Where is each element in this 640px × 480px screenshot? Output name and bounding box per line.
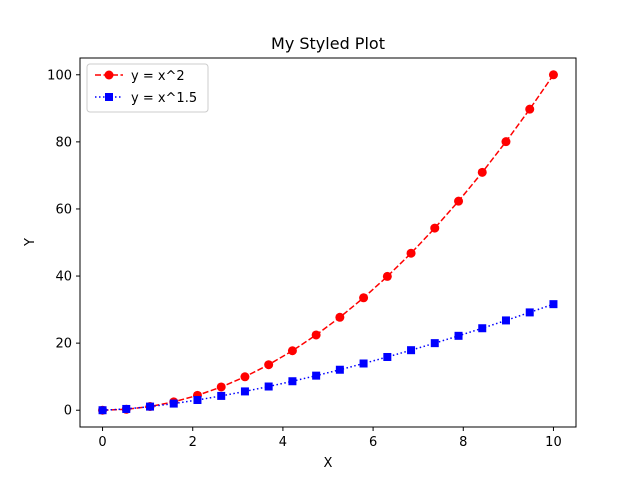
data-point-series-1 [359,293,369,303]
data-point-series-1 [430,223,440,233]
y-axis-label: Y [23,238,38,247]
data-point-series-2 [122,404,131,413]
data-point-series-1 [335,312,345,322]
data-point-series-2 [312,371,321,380]
data-point-series-2 [501,316,510,325]
data-point-series-2 [288,377,297,386]
data-point-series-1 [311,330,321,340]
y-tick-label: 40 [55,270,72,285]
x-tick-label: 10 [545,435,562,450]
legend-label-series-2: y = x^1.5 [131,91,197,106]
data-point-series-2 [525,308,534,317]
series-line-1 [102,74,555,411]
data-point-series-2 [335,365,344,374]
x-axis-label: X [324,456,333,471]
data-point-series-2 [264,382,273,391]
data-point-series-2 [430,339,439,348]
legend-marker-series-1 [104,70,114,80]
data-point-series-2 [240,387,249,396]
x-tick-label: 2 [189,435,197,450]
data-point-series-1 [216,382,226,392]
data-point-series-2 [146,402,155,411]
data-point-series-2 [98,406,107,415]
y-axis: 0 20 40 60 80 100 [47,68,80,419]
y-tick-label: 80 [55,135,72,150]
y-tick-label: 60 [55,202,72,217]
y-tick-label: 20 [55,337,72,352]
y-tick-label: 0 [64,404,72,419]
data-point-series-1 [406,248,416,258]
data-point-series-1 [454,196,464,206]
data-point-series-1 [287,346,297,356]
data-point-series-2 [478,324,487,333]
data-point-series-2 [454,331,463,340]
data-point-series-1 [264,360,274,370]
y-tick-label: 100 [47,68,72,83]
data-point-series-1 [477,167,487,177]
data-point-series-2 [193,395,202,404]
x-tick-label: 6 [369,435,377,450]
data-point-series-1 [501,137,511,147]
legend-marker-series-2 [105,93,113,101]
data-point-series-2 [359,359,368,368]
data-point-series-2 [383,352,392,361]
data-point-series-1 [548,70,558,80]
data-point-series-2 [407,346,416,355]
legend-label-series-1: y = x^2 [131,69,185,84]
x-tick-label: 0 [98,435,106,450]
plot-area [98,70,558,415]
data-point-series-2 [217,391,226,400]
x-axis: 0 2 4 6 8 10 [98,427,562,450]
legend: y = x^2 y = x^1.5 [86,63,209,113]
series-line-2 [102,303,554,411]
data-point-series-1 [382,271,392,281]
x-tick-label: 4 [279,435,287,450]
data-point-series-2 [549,300,558,309]
x-tick-label: 8 [459,435,467,450]
legend-box [86,63,209,113]
axes-frame [79,57,577,428]
data-point-series-1 [525,104,535,114]
data-point-series-2 [169,399,178,408]
chart-title: My Styled Plot [271,34,385,53]
data-point-series-1 [240,372,250,382]
